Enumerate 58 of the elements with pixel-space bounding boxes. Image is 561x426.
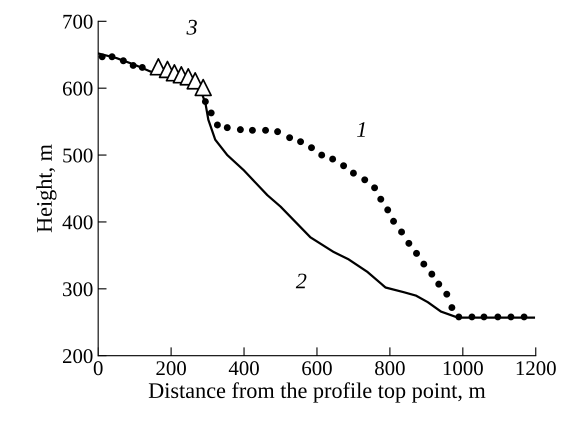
y-tick-label: 700 (63, 14, 93, 29)
point (224, 124, 231, 132)
point (297, 138, 304, 146)
x-tick-label: 800 (375, 361, 405, 376)
point (274, 128, 282, 136)
point (390, 218, 398, 225)
point (384, 206, 392, 214)
y-tick-label: 400 (62, 215, 93, 230)
point (262, 126, 270, 134)
point (443, 290, 450, 298)
x-tick-label: 1000 (444, 361, 483, 376)
x-tick-label: 0 (94, 361, 103, 376)
y-tick-label: 600 (62, 82, 93, 96)
point (448, 304, 456, 312)
point (494, 313, 502, 320)
point (377, 196, 384, 203)
point (340, 162, 348, 170)
point (507, 313, 514, 320)
point (413, 250, 420, 257)
y-tick-label: 500 (63, 148, 93, 162)
series-label: 2 (296, 274, 306, 288)
point (480, 313, 488, 320)
point (468, 313, 476, 320)
point (286, 134, 294, 142)
point (98, 53, 106, 60)
y-tick-label: 200 (62, 349, 93, 364)
y-tick-label: 300 (63, 282, 93, 296)
point (318, 152, 326, 159)
point (130, 62, 137, 69)
x-axis-title: Distance from the profile top point, m (148, 382, 486, 403)
point (405, 240, 412, 247)
point (308, 144, 315, 152)
y-axis-title: Height, m (36, 144, 57, 232)
point (108, 53, 116, 60)
point (214, 121, 221, 128)
point (398, 228, 406, 236)
point (455, 313, 462, 320)
point (420, 260, 428, 268)
point (138, 64, 146, 71)
point (520, 313, 528, 320)
series-label: 3 (186, 20, 197, 35)
point (329, 156, 336, 163)
point (248, 126, 256, 134)
series-label: 1 (357, 122, 365, 137)
point (120, 57, 127, 64)
point (208, 109, 215, 116)
point (361, 176, 368, 184)
point (202, 98, 209, 106)
point (435, 280, 442, 288)
x-tick-label: 600 (302, 361, 332, 376)
point (350, 170, 357, 177)
point (428, 270, 436, 278)
point (194, 78, 212, 96)
x-tick-label: 200 (156, 361, 186, 376)
x-tick-label: 400 (228, 361, 259, 376)
point (236, 126, 244, 134)
point (371, 184, 378, 192)
x-tick-label: 1200 (516, 361, 556, 376)
